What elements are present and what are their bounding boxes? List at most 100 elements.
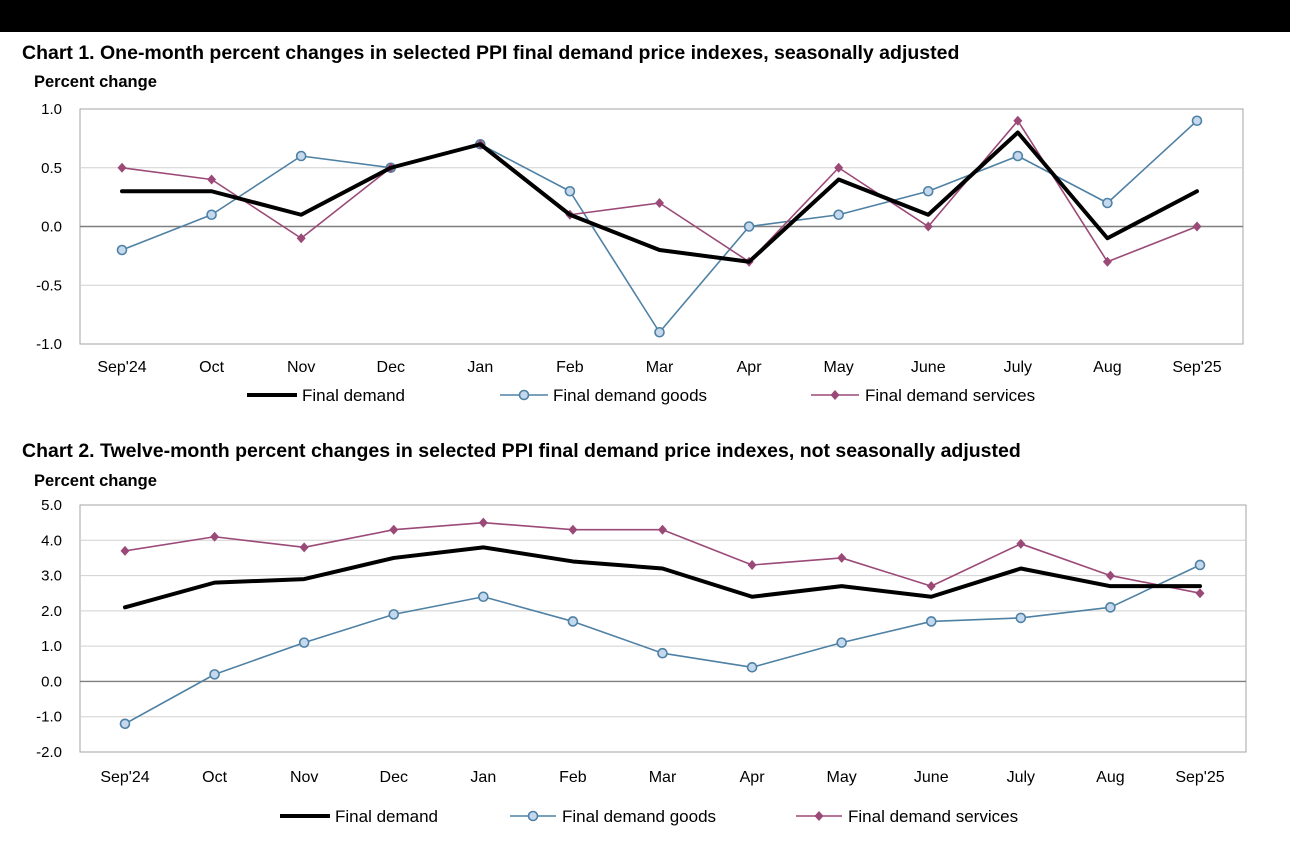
chart-2-series-final-demand-services-point bbox=[478, 517, 488, 528]
chart-2-xtick-label: Apr bbox=[740, 769, 766, 786]
chart-1-legend-final-demand-goods-label: Final demand goods bbox=[553, 386, 707, 405]
chart-2-series-final-demand-goods-point bbox=[209, 669, 220, 680]
chart-1-series-final-demand-goods-point bbox=[654, 326, 665, 338]
chart-2-series-final-demand-services-point bbox=[658, 524, 667, 535]
chart-2-ytick-label: 0.0 bbox=[41, 673, 62, 690]
chart-1-ytick-label: 0.0 bbox=[41, 219, 62, 236]
chart-1-legend-final-demand-services-label: Final demand services bbox=[865, 386, 1035, 405]
chart-1-series-final-demand-services-point bbox=[1013, 115, 1023, 126]
chart-1-series-final-demand-goods-point bbox=[295, 150, 307, 162]
chart-2-series-final-demand-goods-point bbox=[478, 591, 489, 603]
chart-1-series-final-demand-goods-point bbox=[743, 221, 755, 232]
chart-2-xtick-label: May bbox=[827, 769, 857, 786]
chart-2-series-final-demand-services-point bbox=[568, 524, 578, 535]
chart-2-series-final-demand-goods-point bbox=[388, 609, 400, 620]
chart-2-xtick-label: Dec bbox=[380, 769, 408, 786]
chart-2-series-final-demand-goods-point bbox=[1015, 612, 1027, 624]
chart-1-series-final-demand-goods-point bbox=[564, 185, 576, 197]
chart-2-xtick-label: Sep'24 bbox=[100, 769, 149, 786]
chart-1-xtick-label: July bbox=[1004, 359, 1032, 376]
chart-2-legend-final-demand-services-marker bbox=[814, 811, 824, 821]
chart-2-xtick-label: Nov bbox=[290, 769, 318, 786]
chart-2-plot-area bbox=[79, 504, 1247, 753]
chart-2-xtick-label: Aug bbox=[1096, 769, 1124, 786]
chart-2-legend-final-demand-goods-label: Final demand goods bbox=[562, 807, 716, 826]
chart-2-title: Chart 2. Twelve-month percent changes in… bbox=[22, 440, 1021, 462]
chart-2-legend-final-demand-services-label: Final demand services bbox=[848, 807, 1018, 826]
chart-2-series-final-demand-services-point bbox=[747, 559, 757, 570]
chart-2-series-final-demand-services-point bbox=[210, 531, 220, 542]
chart-1-xtick-label: Mar bbox=[646, 359, 674, 376]
chart-1-ytick-label: 0.5 bbox=[41, 160, 62, 177]
chart-1-series-final-demand-goods-point bbox=[1102, 197, 1113, 209]
chart-2-series-final-demand-goods-point bbox=[925, 616, 937, 627]
chart-2-series-final-demand-services-point bbox=[926, 581, 936, 592]
chart-1-xtick-label: Nov bbox=[287, 359, 315, 376]
chart-1-series-final-demand-goods-point bbox=[206, 209, 217, 221]
chart-1-xtick-label: Jan bbox=[467, 359, 493, 376]
chart-1-series-final-demand-services-point bbox=[296, 233, 306, 244]
chart-1-ytick-label: 1.0 bbox=[41, 101, 62, 118]
chart-2-series-final-demand-services-point bbox=[837, 552, 847, 563]
chart-1-xtick-label: Sep'25 bbox=[1172, 359, 1221, 376]
chart-2-series-final-demand-goods-point bbox=[567, 616, 579, 627]
chart-2-ytick-label: 4.0 bbox=[41, 532, 62, 549]
chart-2-xtick-label: Sep'25 bbox=[1175, 769, 1224, 786]
chart-2-ytick-label: 5.0 bbox=[41, 497, 62, 514]
chart-1-plot: 1.0 0.5 0.0 -0.5 -1.0 Sep'24 Oct Nov Dec Jan Feb Ma… bbox=[36, 101, 1244, 405]
chart-1-series-final-demand-goods-point bbox=[116, 244, 128, 256]
chart-2-ytick-label: 3.0 bbox=[41, 568, 62, 585]
chart-2-xtick-label: Jan bbox=[470, 769, 496, 786]
chart-1-series-final-demand-services-point bbox=[1192, 221, 1202, 232]
chart-2-xtick-label: Mar bbox=[649, 769, 677, 786]
chart-1-series-final-demand-services-point bbox=[834, 162, 844, 173]
chart-1-series-final-demand-goods-point bbox=[1191, 115, 1203, 127]
chart-1-title: Chart 1. One-month percent changes in se… bbox=[22, 42, 960, 64]
chart-2-series-final-demand-goods-point bbox=[119, 718, 131, 730]
chart-1-ytick-label: -0.5 bbox=[36, 277, 62, 294]
chart-2-ytick-label: 1.0 bbox=[41, 638, 62, 655]
chart-1-xtick-label: Oct bbox=[199, 359, 224, 376]
chart-2-legend-final-demand-label: Final demand bbox=[335, 807, 438, 826]
chart-1-legend-final-demand-goods-marker bbox=[518, 389, 530, 401]
chart-2-series-final-demand-goods-point bbox=[1194, 559, 1206, 571]
chart-1-series-final-demand-goods-point bbox=[1012, 150, 1024, 162]
chart-2-series-final-demand-services-point bbox=[1105, 570, 1115, 581]
chart-2-series-final-demand-services-point bbox=[299, 542, 309, 553]
chart-1-ylabel: Percent change bbox=[34, 73, 157, 91]
chart-1-legend-final-demand-label: Final demand bbox=[302, 386, 405, 405]
chart-1-xtick-label: June bbox=[911, 359, 946, 376]
chart-1-series-final-demand-services-point bbox=[207, 174, 217, 185]
chart-2-xtick-label: Oct bbox=[202, 769, 227, 786]
chart-2-series-final-demand-goods-point bbox=[746, 662, 758, 673]
chart-2-series-final-demand-goods-point bbox=[1105, 602, 1116, 613]
chart-2-series-final-demand-services-point bbox=[1016, 538, 1026, 549]
chart-1-series-final-demand-services-point bbox=[923, 221, 933, 232]
chart-2-series-final-demand-line bbox=[123, 545, 1202, 610]
chart-2-series-final-demand-goods-point bbox=[836, 637, 847, 648]
chart-2-series-final-demand-goods-point bbox=[298, 637, 310, 648]
chart-2-series-final-demand-services-point bbox=[1195, 588, 1205, 599]
chart-1-xtick-label: May bbox=[824, 359, 854, 376]
chart-1-series-final-demand-goods-point bbox=[922, 185, 934, 197]
chart-1: Chart 1. One-month percent changes in se… bbox=[22, 42, 1244, 405]
chart-1-series-final-demand-services-point bbox=[655, 198, 664, 208]
chart-1-xtick-label: Dec bbox=[377, 359, 405, 376]
chart-1-legend-final-demand-services-marker bbox=[830, 390, 840, 400]
chart-1-series-final-demand-services-point bbox=[1102, 256, 1112, 267]
chart-1-series-final-demand-line bbox=[120, 130, 1199, 264]
chart-1-xtick-label: Aug bbox=[1093, 359, 1121, 376]
chart-2-series-final-demand-services-point bbox=[389, 524, 399, 535]
chart-1-series-final-demand-goods-point bbox=[833, 209, 844, 221]
chart-2-xtick-label: June bbox=[914, 769, 949, 786]
chart-2-series-final-demand-goods-point bbox=[657, 647, 668, 659]
chart-2-series-final-demand-services-point bbox=[120, 545, 130, 556]
chart-2-xtick-label: July bbox=[1007, 769, 1035, 786]
chart-1-ytick-label: -1.0 bbox=[36, 336, 62, 353]
chart-2-ylabel: Percent change bbox=[34, 472, 157, 490]
chart-2-legend-final-demand-goods-marker bbox=[527, 810, 539, 822]
chart-2-ytick-label: -1.0 bbox=[36, 709, 62, 726]
chart-2-xtick-label: Feb bbox=[559, 769, 587, 786]
